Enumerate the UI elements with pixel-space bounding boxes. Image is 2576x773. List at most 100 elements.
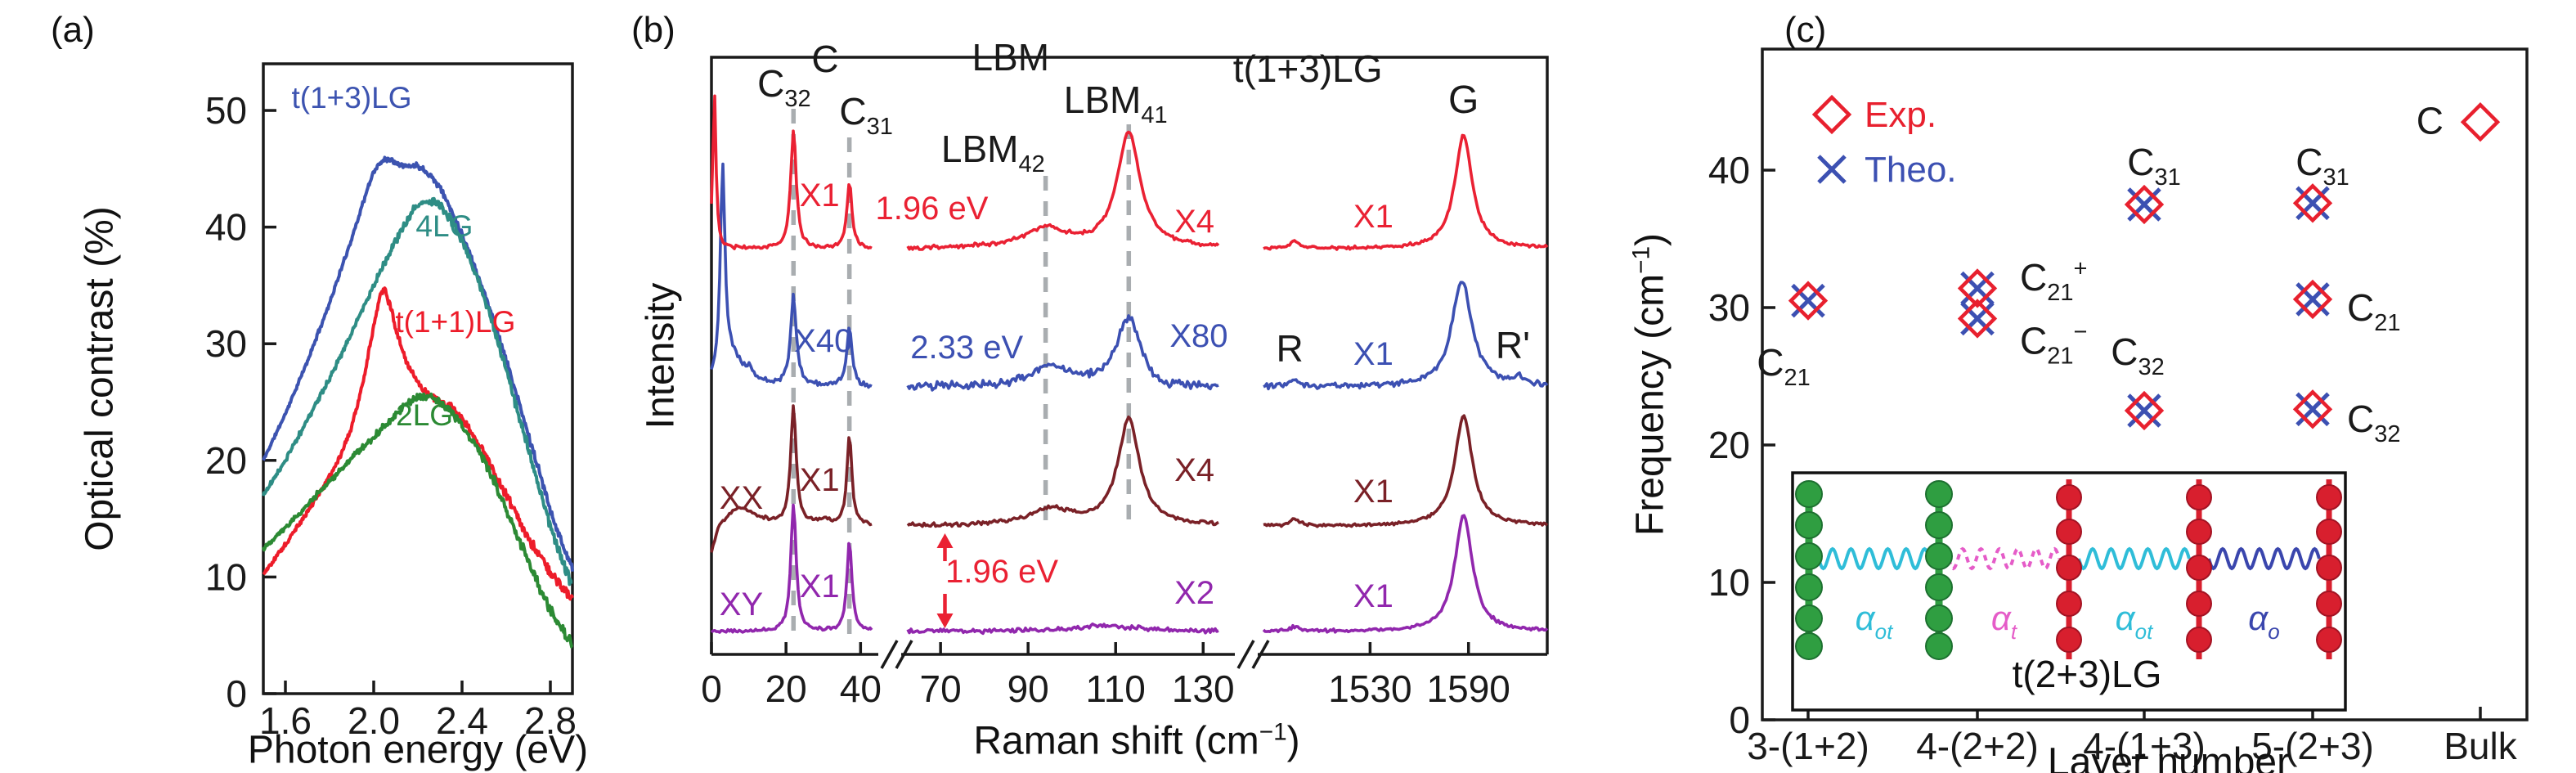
point-label: C31 [2296,141,2349,191]
spring-constant-label: αot [1856,599,1894,644]
y-tick-label: 10 [1708,561,1750,604]
point-label: C21− [2020,319,2087,369]
curve-label: 4LG [415,209,473,243]
spectrum-exc-233 [710,162,873,389]
x-tick-label: 110 [1086,667,1146,710]
peak-label: 2.33 eV [910,330,1023,366]
exp-marker [2292,183,2333,223]
x-tick-label: 2.0 [348,699,400,742]
x-tick-label: 130 [1172,667,1235,710]
point-label: C32 [2111,330,2165,380]
spring-constant-label: αot [2116,599,2154,644]
exp-marker [2124,390,2165,431]
curve-label: 2LG [396,398,453,432]
y-tick-label: 20 [205,439,247,482]
category-label: 4-(2+2) [1916,725,2039,767]
spectrum-pol-XX [1263,414,1549,528]
category-label: Bulk [2444,725,2517,767]
panel-b-ylabel: Intensity [639,282,683,429]
exp-marker [1788,281,1829,321]
spectrum-exc-196 [1263,133,1549,251]
spectrum-exc-233 [1263,281,1549,391]
y-tick-label: 20 [1708,424,1750,466]
inset-spring-model: αot αt αot αo t(2+3)LG [1791,471,2347,712]
point-label: C31 [2127,141,2181,191]
point-label: C21 [2347,286,2401,336]
x-tick-label: 40 [840,667,882,710]
y-tick-label: 40 [205,206,247,249]
spectrum-pol-XX [906,416,1219,528]
peak-label: C32 [757,62,811,112]
peak-label: R [1276,327,1303,370]
peak-label: X4 [1174,204,1214,240]
point-label: C32 [2347,398,2401,447]
legend-exp-label: Exp. [1865,95,1936,135]
category-label: 4-(1+3) [2083,725,2206,767]
spectrum-exc-196 [906,130,1220,251]
peak-label: X1 [1353,336,1393,372]
spring-constant-label: αt [1991,599,2018,644]
spring [1817,546,1931,571]
legend-theo-label: Theo. [1865,150,1957,190]
x-tick-label: 2.8 [524,699,577,742]
spring-constant-label: αo [2248,599,2279,644]
peak-label: LBM42 [941,128,1045,178]
curve-4LG [262,196,574,586]
exp-marker [2460,102,2501,142]
point-label: C21+ [2020,256,2087,306]
spectrum-exc-233 [906,314,1219,392]
panel-a-letter: (a) [51,10,95,50]
spectrum-exc-196 [710,94,873,250]
point-label: C21 [1757,341,1811,391]
spectrum-pol-XX [710,404,873,553]
panel-b-letter: (b) [631,10,675,50]
exp-marker [2292,279,2333,320]
category-label: 3-(1+2) [1747,725,1869,767]
x-tick-label: 0 [701,667,722,710]
panel-a-plot: 1.6 2.0 2.4 2.8 0 10 20 30 40 50 t(1+3)LG 4LG t(1+1)… [205,62,577,742]
x-tick-label: 1.6 [259,699,312,742]
y-tick-label: 30 [1708,286,1750,329]
peak-label: X1 [800,569,840,604]
curve-label: t(1+1)LG [395,305,515,339]
panel-a-chart: 1.6 2.0 2.4 2.8 0 10 20 30 40 50 t(1+3)LG 4LG t(1+1)… [205,62,577,742]
peak-label: R' [1496,324,1530,366]
panel-a-xlabel: Photon energy (eV) [247,728,589,772]
peak-label: X2 [1174,575,1214,611]
y-tick-label: 10 [205,555,247,598]
peak-label: X1 [1353,199,1393,235]
spring [2207,546,2321,571]
curve-2LG [262,392,574,649]
exp-marker [1811,94,1852,135]
peak-label: X4 [1174,452,1214,488]
peak-label: G [1448,79,1479,122]
peak-label: X1 [1353,474,1393,510]
panel-c-plot: 0 10 20 30 40 3-(1+2) 4-(2+2) 4-(1+3) 5-(2+3) Bul… [1708,47,2529,767]
peak-label: X1 [800,178,840,213]
curve-label: t(1+3)LG [291,81,411,115]
spring [2077,546,2191,571]
y-tick-label: 50 [205,89,247,132]
peak-label: X1 [800,462,840,498]
panel-b-xlabel: Raman shift (cm−1) [973,718,1300,763]
panel-c-ylabel: Frequency (cm−1) [1627,233,1672,536]
peak-label: X80 [1169,318,1227,354]
panel-c-letter: (c) [1784,10,1827,50]
peak-label: X40 [794,323,852,359]
y-tick-label: 40 [1708,149,1750,191]
panel-c-chart: 0 10 20 30 40 3-(1+2) 4-(2+2) 4-(1+3) 5-(2+3) Bul… [1708,47,2529,767]
spectrum-pol-XY [710,503,873,634]
panel-a-ylabel: Optical contrast (%) [78,206,122,551]
y-tick-label: 30 [205,322,247,365]
exp-marker [2292,389,2333,429]
x-tick-label: 90 [1008,667,1049,710]
spectrum-pol-XY [906,622,1219,636]
x-tick-label: 1530 [1328,667,1411,710]
peak-label: XY [720,586,763,622]
x-tick-label: 20 [765,667,807,710]
panel-c-xlabel: Layer number [2047,740,2291,773]
peak-label: t(1+3)LG [1233,47,1383,90]
